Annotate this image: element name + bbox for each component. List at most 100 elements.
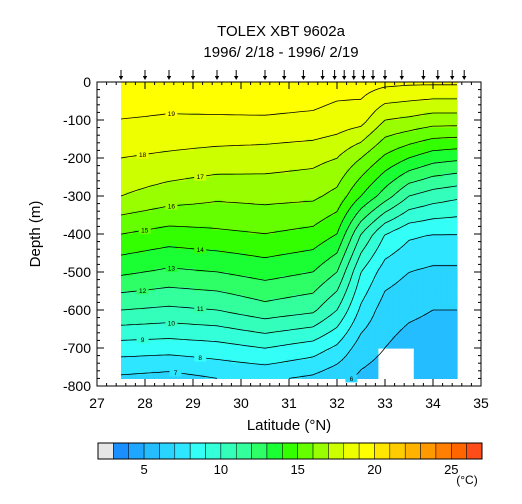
field-cell: [178, 317, 182, 322]
field-cell: [224, 203, 228, 208]
field-cell: [229, 237, 232, 243]
field-cell: [121, 344, 124, 349]
field-cell: [149, 374, 153, 379]
field-cell: [238, 321, 242, 326]
field-cell: [159, 302, 163, 307]
field-cell: [202, 82, 206, 87]
field-cell: [231, 230, 235, 235]
field-cell: [214, 169, 218, 174]
field-cell: [205, 184, 208, 189]
field-cell: [195, 89, 199, 94]
field-cell: [125, 325, 129, 330]
field-cell: [236, 196, 240, 201]
field-cell: [169, 294, 172, 300]
field-cell: [262, 226, 266, 231]
field-cell: [125, 211, 129, 216]
field-cell: [197, 241, 201, 246]
field-cell: [164, 283, 168, 288]
field-cell: [255, 215, 259, 220]
field-cell: [241, 279, 244, 284]
field-cell: [171, 89, 175, 94]
field-cell: [149, 332, 153, 338]
field-cell: [260, 268, 264, 273]
field-cell: [262, 348, 266, 353]
field-cell: [176, 234, 180, 239]
field-cell: [173, 306, 177, 311]
field-cell: [125, 142, 129, 148]
field-cell: [169, 184, 172, 189]
field-cell: [231, 158, 235, 163]
field-cell: [178, 302, 182, 307]
field-cell: [224, 302, 228, 307]
field-cell: [253, 158, 256, 163]
field-cell: [157, 245, 160, 250]
field-cell: [260, 101, 264, 106]
field-cell: [214, 131, 218, 136]
field-cell: [169, 146, 172, 151]
field-cell: [164, 177, 168, 182]
field-cell: [166, 127, 170, 132]
field-cell: [221, 355, 225, 360]
field-cell: [265, 116, 268, 121]
field-cell: [248, 203, 252, 208]
field-cell: [233, 348, 237, 353]
field-cell: [140, 173, 144, 178]
field-cell: [145, 351, 148, 357]
field-cell: [233, 268, 237, 273]
field-cell: [260, 325, 264, 330]
field-cell: [185, 97, 189, 102]
field-cell: [137, 93, 141, 98]
field-cell: [250, 226, 254, 231]
field-cell: [250, 370, 254, 376]
field-cell: [128, 294, 132, 300]
field-cell: [123, 207, 127, 212]
field-cell: [154, 317, 158, 322]
field-cell: [231, 260, 235, 265]
field-cell: [152, 82, 156, 87]
field-cell: [229, 325, 232, 330]
field-cell: [265, 101, 268, 106]
field-cell: [209, 310, 213, 315]
field-cell: [221, 298, 225, 303]
field-cell: [135, 332, 139, 338]
field-cell: [245, 199, 249, 205]
field-cell: [202, 108, 206, 113]
field-cell: [149, 279, 153, 284]
field-cell: [128, 169, 132, 174]
field-cell: [231, 116, 235, 121]
field-cell: [176, 104, 180, 110]
field-cell: [260, 245, 264, 250]
field-cell: [159, 329, 163, 334]
field-cell: [164, 332, 168, 338]
field-cell: [171, 230, 175, 235]
field-cell: [195, 340, 199, 345]
field-cell: [253, 306, 256, 311]
field-cell: [133, 165, 136, 170]
field-cell: [241, 317, 244, 322]
field-cell: [185, 116, 189, 121]
field-cell: [236, 260, 240, 265]
field-cell: [207, 211, 211, 216]
field-cell: [248, 287, 252, 292]
field-cell: [253, 139, 256, 144]
field-cell: [233, 199, 237, 205]
field-cell: [221, 351, 225, 357]
field-cell: [257, 302, 261, 307]
field-cell: [188, 313, 192, 319]
field-cell: [121, 374, 124, 379]
field-cell: [157, 283, 160, 288]
field-cell: [171, 260, 175, 265]
field-cell: [169, 150, 172, 155]
field-cell: [190, 260, 194, 265]
field-cell: [159, 291, 163, 296]
field-cell: [224, 351, 228, 357]
field-cell: [190, 108, 194, 113]
field-cell: [169, 82, 172, 87]
field-cell: [250, 340, 254, 345]
field-cell: [128, 165, 132, 170]
field-cell: [142, 93, 146, 98]
field-cell: [193, 142, 196, 148]
field-cell: [183, 161, 187, 167]
field-cell: [123, 336, 127, 341]
field-cell: [178, 180, 182, 186]
